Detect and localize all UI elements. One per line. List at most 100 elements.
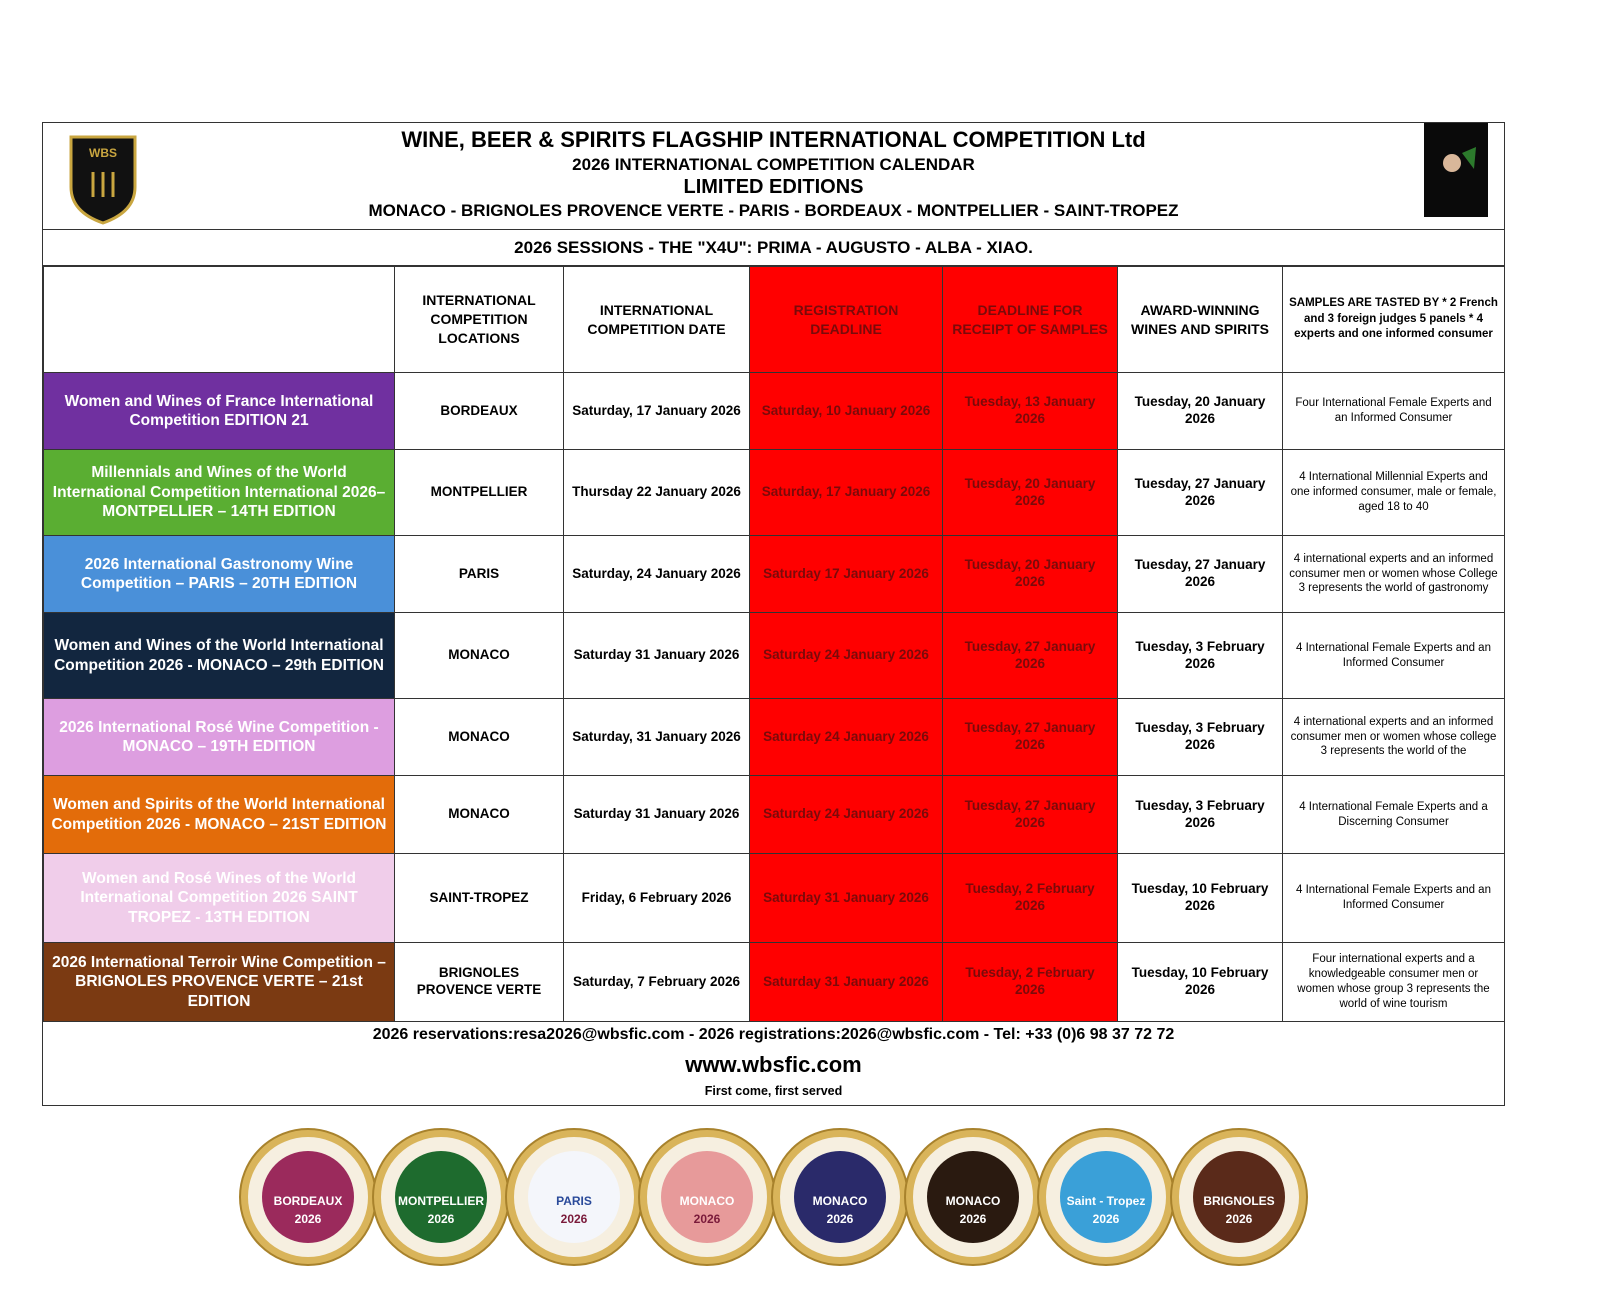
medals: BORDEAUX 2026 MONTPELLIER 2026 PARIS 2026 MONA… xyxy=(239,1128,1308,1266)
sessions: 2026 SESSIONS - THE "X4U": PRIMA - AUGUS… xyxy=(43,230,1504,266)
cell: Tuesday, 2 February 2026 xyxy=(942,942,1118,1022)
cell: Tuesday, 3 February 2026 xyxy=(1117,698,1283,776)
row: Women and Spirits of the World Internati… xyxy=(43,775,1505,854)
title: WINE, BEER & SPIRITS FLAGSHIP INTERNATIO… xyxy=(401,127,1146,152)
cell: MONACO xyxy=(394,698,564,776)
medal-label: MONACO xyxy=(813,1194,868,1208)
header-cell: REGISTRATION DEADLINE xyxy=(749,266,943,373)
cell: Four international experts and a knowled… xyxy=(1282,942,1505,1022)
cell: Tuesday, 20 January 2026 xyxy=(942,535,1118,613)
cell: Tuesday, 20 January 2026 xyxy=(1117,372,1283,450)
portrait-bottle xyxy=(1462,147,1476,169)
cell: Saturday 24 January 2026 xyxy=(749,612,943,699)
row: 2026 International Gastronomy Wine Compe… xyxy=(43,535,1505,613)
cell: Women and Wines of France International … xyxy=(43,372,395,450)
medal-center xyxy=(528,1151,620,1243)
row: 2026 International Terroir Wine Competit… xyxy=(43,942,1505,1022)
cell: Saturday 31 January 2026 xyxy=(749,942,943,1022)
calendar: WBS WINE, BEER & SPIRITS FLAGSHIP INTERN… xyxy=(42,122,1505,1106)
cell: Saturday 31 January 2026 xyxy=(749,853,943,943)
cell: 4 International Female Experts and an In… xyxy=(1282,612,1505,699)
row: Women and Wines of France International … xyxy=(43,372,1505,450)
cell: 4 international experts and an informed … xyxy=(1282,535,1505,613)
cell: Saturday 24 January 2026 xyxy=(749,698,943,776)
row: Millennials and Wines of the World Inter… xyxy=(43,449,1505,536)
medal-label: BRIGNOLES xyxy=(1203,1194,1274,1208)
medal-center xyxy=(1060,1151,1152,1243)
medal-year: 2026 xyxy=(1093,1212,1120,1226)
row: Women and Wines of the World Internation… xyxy=(43,612,1505,699)
logo-icons xyxy=(91,172,115,197)
cell: PARIS xyxy=(394,535,564,613)
cell: Saturday, 31 January 2026 xyxy=(563,698,750,776)
cell: Tuesday, 20 January 2026 xyxy=(942,449,1118,536)
header-row: INTERNATIONAL COMPETITION NAME INTERNATIO… xyxy=(43,266,1505,373)
note: First come, first served xyxy=(704,1084,843,1098)
cell: Tuesday, 13 January 2026 xyxy=(942,372,1118,450)
medal-label: MONTPELLIER xyxy=(398,1194,484,1208)
medal-label: Saint - Tropez xyxy=(1067,1194,1146,1208)
cell: BRIGNOLES PROVENCE VERTE xyxy=(394,942,564,1022)
medal-center xyxy=(1193,1151,1285,1243)
cell: Saturday, 24 January 2026 xyxy=(563,535,750,613)
table-body: INTERNATIONAL COMPETITION NAME INTERNATIO… xyxy=(43,266,1505,1022)
medal-year: 2026 xyxy=(827,1212,854,1226)
cell: Saturday, 10 January 2026 xyxy=(749,372,943,450)
cell: Saturday, 7 February 2026 xyxy=(563,942,750,1022)
cell: Tuesday, 2 February 2026 xyxy=(942,853,1118,943)
medal-year: 2026 xyxy=(295,1212,322,1226)
cell: 4 international experts and an informed … xyxy=(1282,698,1505,776)
cell: Tuesday, 10 February 2026 xyxy=(1117,853,1283,943)
medal-center xyxy=(395,1151,487,1243)
cell: Women and Rosé Wines of the World Intern… xyxy=(43,853,395,943)
cell: Women and Spirits of the World Internati… xyxy=(43,775,395,854)
cell: MONTPELLIER xyxy=(394,449,564,536)
calendar-table: INTERNATIONAL COMPETITION NAME INTERNATIO… xyxy=(43,266,1505,1022)
cities: MONACO - BRIGNOLES PROVENCE VERTE - PARI… xyxy=(368,201,1179,220)
medal-year: 2026 xyxy=(960,1212,987,1226)
cell: 2026 International Terroir Wine Competit… xyxy=(43,942,395,1022)
medal-center xyxy=(661,1151,753,1243)
header-cell: AWARD-WINNING WINES AND SPIRITS xyxy=(1117,266,1283,373)
cell: Women and Wines of the World Internation… xyxy=(43,612,395,699)
cell: Friday, 6 February 2026 xyxy=(563,853,750,943)
header-cell: INTERNATIONAL COMPETITION DATE xyxy=(563,266,750,373)
header: WBS WINE, BEER & SPIRITS FLAGSHIP INTERN… xyxy=(43,123,1504,230)
cell: Saturday, 17 January 2026 xyxy=(749,449,943,536)
contacts: 2026 reservations:resa2026@wbsfic.com - … xyxy=(372,1026,1175,1043)
cell: SAINT-TROPEZ xyxy=(394,853,564,943)
cell: Tuesday, 10 February 2026 xyxy=(1117,942,1283,1022)
cell: Saturday, 17 January 2026 xyxy=(563,372,750,450)
logo-text: WBS xyxy=(89,146,117,160)
row: 2026 International Rosé Wine Competition… xyxy=(43,698,1505,776)
cell: 2026 International Gastronomy Wine Compe… xyxy=(43,535,395,613)
medal-center xyxy=(927,1151,1019,1243)
medal-year: 2026 xyxy=(694,1212,721,1226)
header-cell: DEADLINE FOR RECEIPT OF SAMPLES xyxy=(942,266,1118,373)
footer: 2026 reservations:resa2026@wbsfic.com - … xyxy=(43,1022,1504,1105)
header-cell: INTERNATIONAL COMPETITION LOCATIONS xyxy=(394,266,564,373)
cell: MONACO xyxy=(394,612,564,699)
header-cell: SAMPLES ARE TASTED BY * 2 French and 3 f… xyxy=(1282,266,1505,373)
cell: 4 International Female Experts and a Dis… xyxy=(1282,775,1505,854)
medal-center xyxy=(262,1151,354,1243)
cell: Thursday 22 January 2026 xyxy=(563,449,750,536)
medal-center xyxy=(794,1151,886,1243)
cell: Saturday 31 January 2026 xyxy=(563,775,750,854)
cell: Tuesday, 3 February 2026 xyxy=(1117,775,1283,854)
cell: Saturday 24 January 2026 xyxy=(749,775,943,854)
medal-year: 2026 xyxy=(1226,1212,1253,1226)
cell: Tuesday, 27 January 2026 xyxy=(942,698,1118,776)
cell: Millennials and Wines of the World Inter… xyxy=(43,449,395,536)
cell: MONACO xyxy=(394,775,564,854)
cell: Tuesday, 27 January 2026 xyxy=(942,612,1118,699)
header-cell: INTERNATIONAL COMPETITION NAME xyxy=(43,266,395,373)
cell: Tuesday, 27 January 2026 xyxy=(1117,449,1283,536)
medal-label: MONACO xyxy=(680,1194,735,1208)
cell: Four International Female Experts and an… xyxy=(1282,372,1505,450)
medal-year: 2026 xyxy=(428,1212,455,1226)
cell: 4 International Millennial Experts and o… xyxy=(1282,449,1505,536)
medal-label: PARIS xyxy=(556,1194,592,1208)
